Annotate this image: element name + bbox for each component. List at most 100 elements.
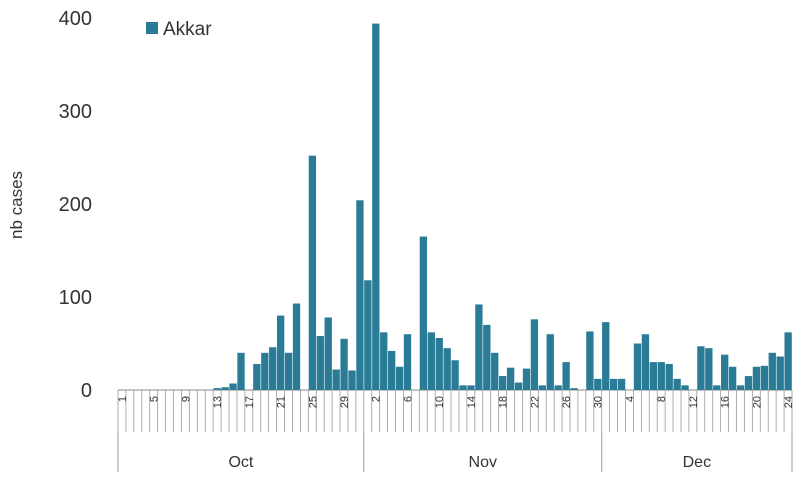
x-tick-label: 9 [180,396,192,402]
x-tick-label: 10 [434,396,446,408]
x-tick-label: 29 [339,396,351,408]
bar [380,332,388,390]
bar [665,363,673,390]
bar [316,336,324,390]
bar [657,362,665,390]
bar [324,317,332,390]
bar [499,376,507,390]
x-tick-label: 17 [244,396,256,408]
legend: Akkar [146,19,212,40]
bar [713,385,721,390]
legend-label: Akkar [163,19,212,40]
x-tick-label: 13 [212,396,224,408]
bar [736,385,745,390]
bar [744,376,753,390]
y-axis-label: nb cases [7,171,26,239]
bar [602,322,610,390]
x-tick-label: 18 [498,396,510,408]
bar [269,347,277,390]
bar [594,378,602,390]
x-axis: 1 5 9 13 17 21 25 29 2 6 10 14 18 22 26 30 4 8 12 16 20 24Oct… [117,390,795,472]
bar [570,388,578,390]
bar [586,331,594,390]
bar [617,378,626,390]
bar [467,385,475,390]
bar [364,280,372,390]
y-tick-label: 100 [59,287,92,309]
bar [308,155,317,390]
x-tick-label: 12 [688,396,700,408]
x-tick-label: 26 [561,396,573,408]
bar [705,348,713,390]
bar [673,378,681,390]
bar [292,303,301,390]
bar [728,366,737,390]
bar [388,350,396,390]
month-label: Nov [469,454,497,471]
bar [776,356,784,390]
bar [633,343,642,390]
x-tick-label: 22 [529,396,541,408]
month-label: Dec [683,454,711,471]
y-tick-label: 400 [59,8,92,30]
bar [721,354,729,390]
x-tick-label: 2 [371,396,383,402]
bar [332,369,340,390]
x-tick-label: 4 [624,396,636,402]
bar [475,304,483,390]
bar [681,385,689,390]
y-tick-label: 0 [81,380,92,402]
x-tick-label: 30 [593,396,605,408]
bar [348,370,356,390]
bar [546,334,554,390]
x-tick-label: 6 [402,396,414,402]
bar [506,367,515,390]
bar [514,382,523,390]
x-tick-label: 5 [149,396,161,402]
bar [276,315,285,390]
bar [213,388,221,390]
bar [784,332,792,390]
bar [237,352,245,390]
bar [229,383,237,390]
bar [435,337,443,390]
legend-swatch [146,22,158,34]
bars-layer [213,23,792,391]
bar [554,385,562,390]
x-tick-label: 16 [720,396,732,408]
bar [253,363,261,390]
bar [284,352,293,390]
bar [697,346,705,390]
x-tick-label: 1 [117,396,129,402]
bar [261,352,269,390]
y-tick-label: 200 [59,194,92,216]
y-tick-label: 300 [59,101,92,123]
x-tick-label: 25 [307,396,319,408]
bar [443,348,451,390]
bar [483,324,491,390]
y-axis: 0 100 200 300 400 [59,8,92,402]
bar [356,200,364,390]
bar [641,334,650,390]
bar [395,366,404,390]
bar [610,378,618,390]
bar [491,352,499,390]
bar [340,338,348,390]
bar [562,362,570,390]
x-tick-label: 24 [783,396,795,408]
x-tick-label: 14 [466,396,478,408]
bar [427,332,435,390]
bar [538,385,546,390]
bar [372,23,380,391]
bar [459,385,467,390]
bar [419,236,428,390]
bar [760,365,769,390]
bar [403,334,412,390]
bar [451,360,459,390]
bar [649,362,657,390]
x-tick-label: 21 [276,396,288,408]
bar [221,387,229,390]
x-tick-label: 20 [751,396,763,408]
bar [530,319,539,390]
